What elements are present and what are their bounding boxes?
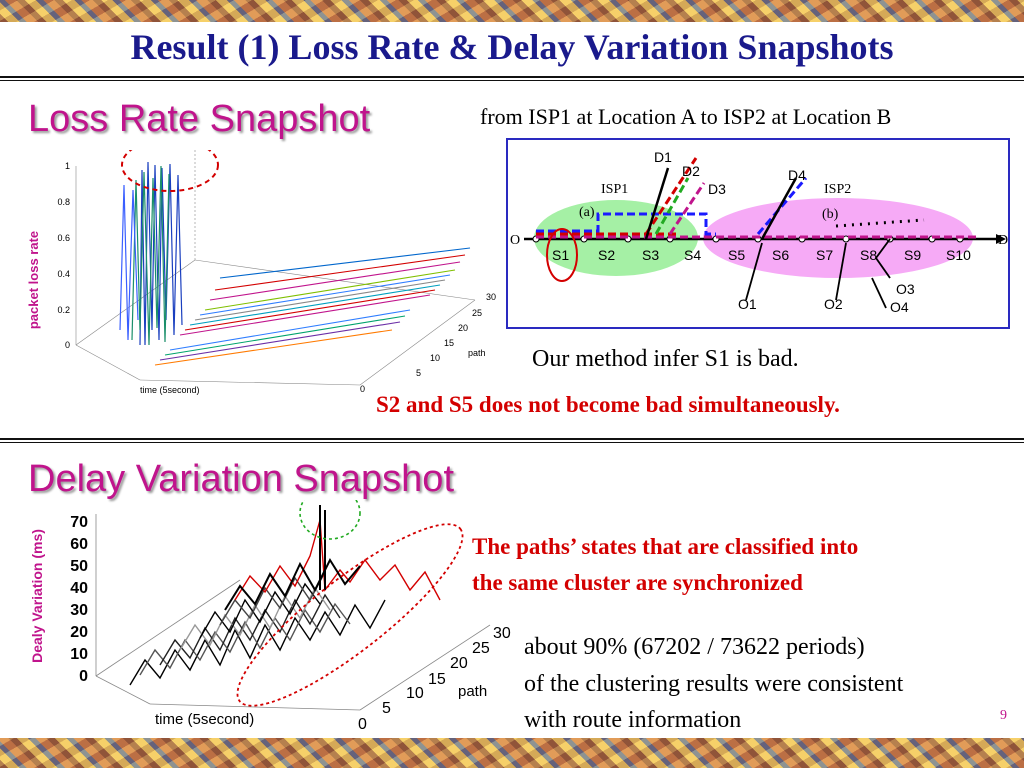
- inference-text: Our method infer S1 is bad.: [532, 346, 799, 372]
- loss-ztick: 0.8: [57, 197, 70, 207]
- origin-node-label: O4: [890, 299, 909, 315]
- result-line-3: with route information: [524, 707, 742, 733]
- delay-xlabel: time (5second): [155, 711, 254, 728]
- title-divider: [0, 76, 1024, 78]
- section-divider-thin: [0, 442, 1024, 443]
- delay-ztick: 70: [70, 514, 88, 531]
- delay-ztick: 50: [70, 558, 88, 575]
- segment-label: S3: [642, 247, 659, 263]
- title-divider-thin: [0, 80, 1024, 81]
- slide-title: Result (1) Loss Rate & Delay Variation S…: [130, 27, 894, 67]
- delay-path-tick: 25: [472, 640, 490, 657]
- section-divider: [0, 438, 1024, 440]
- delay-variation-plot: Dealy Variation (ms) 70 60 50 40 30 20 1…: [29, 500, 511, 733]
- loss-caption: from ISP1 at Location A to ISP2 at Locat…: [480, 104, 892, 129]
- delay-ztick: 60: [70, 536, 88, 553]
- loss-ztick: 0.2: [57, 305, 70, 315]
- loss-highlight-ellipse: [121, 150, 219, 192]
- delay-green-highlight: [299, 500, 361, 540]
- destination-label: D2: [682, 163, 700, 179]
- loss-ztick: 1: [65, 161, 70, 171]
- delay-path-tick: 20: [450, 655, 468, 672]
- delay-variation-heading: Delay Variation Snapshot: [28, 458, 454, 500]
- loss-path-tick: 20: [458, 323, 468, 333]
- result-line-2: of the clustering results were consisten…: [524, 671, 904, 697]
- loss-path-label: path: [468, 348, 486, 358]
- loss-path-tick: 5: [416, 368, 421, 378]
- top-decorative-band: [0, 0, 1024, 22]
- cluster-note-line-1: The paths’ states that are classified in…: [472, 534, 859, 559]
- delay-path-tick: 5: [382, 700, 391, 717]
- segment-label: S8: [860, 247, 877, 263]
- delay-zlabel: Dealy Variation (ms): [29, 529, 45, 663]
- delay-ztick: 30: [70, 602, 88, 619]
- origin-node-label: O1: [738, 296, 757, 312]
- loss-path-tick: 30: [486, 292, 496, 302]
- delay-path-tick: 30: [493, 625, 511, 642]
- loss-ztick: 0.4: [57, 269, 70, 279]
- segment-label: S1: [552, 247, 569, 263]
- segment-label: S7: [816, 247, 833, 263]
- delay-path-tick: 0: [358, 716, 367, 733]
- result-line-1: about 90% (67202 / 73622 periods): [524, 634, 865, 660]
- cluster-note-line-2: the same cluster are synchronized: [472, 570, 803, 595]
- s1-highlight: [546, 228, 578, 282]
- page-number: 9: [1000, 708, 1007, 723]
- network-diagram: ISP1 ISP2 (a) (b) O D S1 S2 S3 S4 S5 S6 …: [506, 138, 1010, 329]
- loss-ztick: 0: [65, 340, 70, 350]
- destination-label: D3: [708, 181, 726, 197]
- segment-label: S2: [598, 247, 615, 263]
- isp1-label: ISP1: [601, 182, 628, 197]
- delay-path-tick: 10: [406, 685, 424, 702]
- loss-path-tick: 0: [360, 384, 365, 394]
- bottom-decorative-band: [0, 738, 1024, 768]
- destination-label: D4: [788, 167, 806, 183]
- loss-xlabel: time (5second): [140, 385, 200, 395]
- segment-label: S6: [772, 247, 789, 263]
- loss-zlabel: packet loss rate: [26, 231, 41, 329]
- loss-path-tick: 25: [472, 308, 482, 318]
- delay-ztick: 10: [70, 646, 88, 663]
- delay-ztick: 20: [70, 624, 88, 641]
- origin-node-label: O3: [896, 281, 915, 297]
- delay-path-tick: 15: [428, 671, 446, 688]
- segment-label: S10: [946, 247, 971, 263]
- dest-label: D: [998, 233, 1008, 248]
- loss-rate-plot: packet loss rate 1 0.8 0.6 0.4 0.2 0: [26, 150, 496, 395]
- loss-path-tick: 15: [444, 338, 454, 348]
- destination-label: D1: [654, 149, 672, 165]
- segment-label: S5: [728, 247, 745, 263]
- loss-path-tick: 10: [430, 353, 440, 363]
- label-a: (a): [579, 205, 595, 220]
- isp2-label: ISP2: [824, 182, 851, 197]
- segment-label: S9: [904, 247, 921, 263]
- origin-node-label: O2: [824, 296, 843, 312]
- simultaneous-note: S2 and S5 does not become bad simultaneo…: [376, 392, 840, 417]
- delay-red-highlight: [236, 523, 464, 707]
- delay-ztick: 40: [70, 580, 88, 597]
- origin-label: O: [510, 233, 520, 248]
- loss-rate-heading: Loss Rate Snapshot: [28, 98, 371, 140]
- segment-label: S4: [684, 247, 701, 263]
- loss-ztick: 0.6: [57, 233, 70, 243]
- delay-path-label: path: [458, 683, 487, 700]
- label-b: (b): [822, 207, 839, 222]
- delay-ztick: 0: [79, 668, 88, 685]
